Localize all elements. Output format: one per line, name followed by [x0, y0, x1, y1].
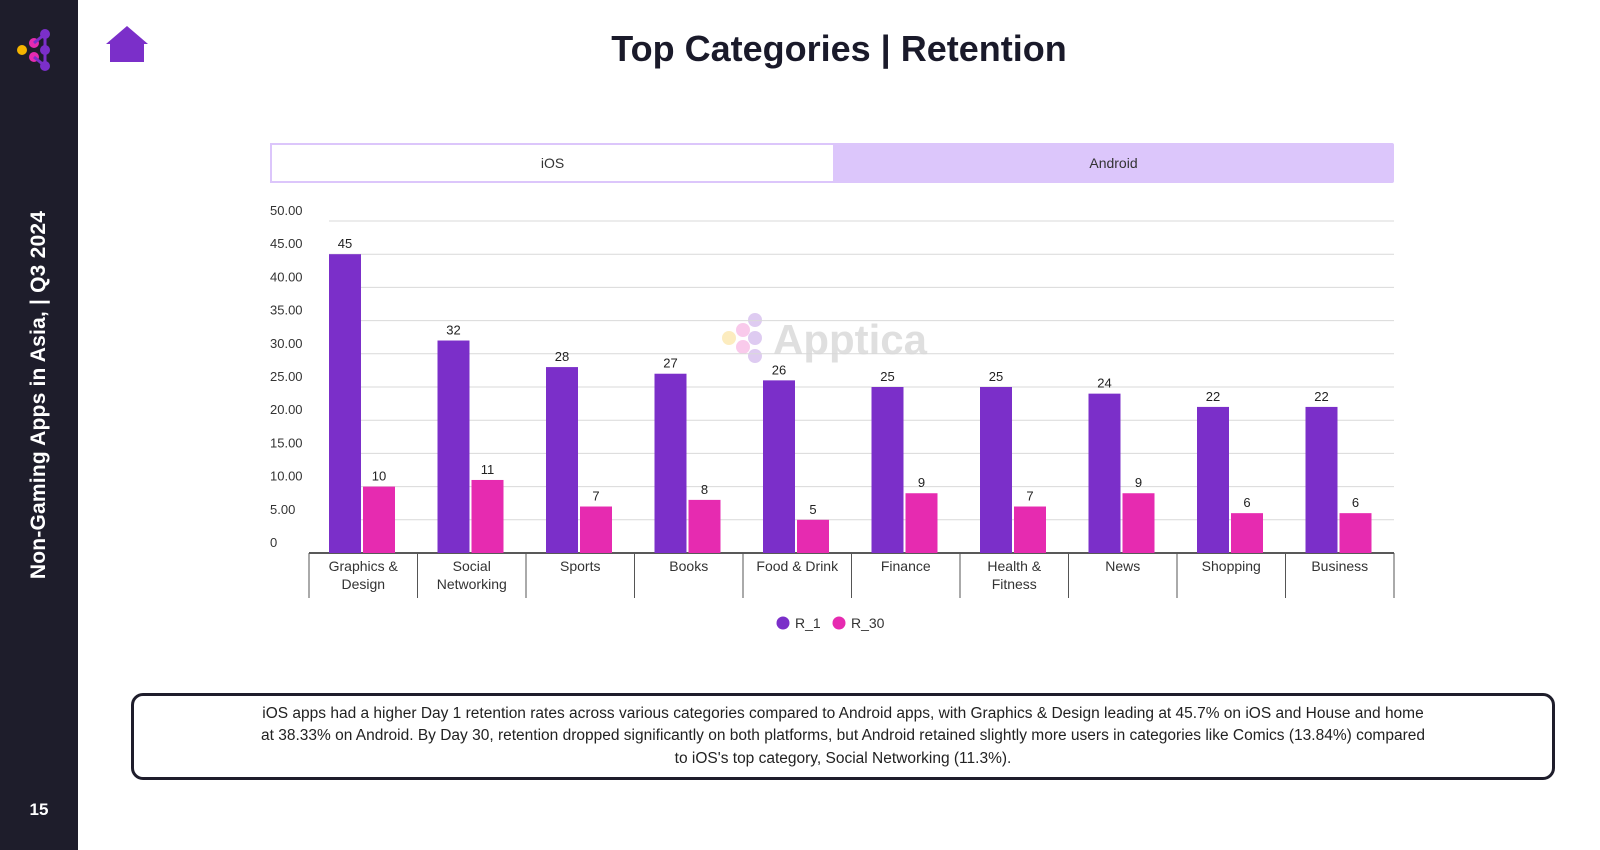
- data-label-r30-2: 11: [481, 462, 495, 477]
- y-tick-label: 30.00: [270, 336, 303, 351]
- data-label-r30-5: 5: [809, 502, 816, 517]
- data-label-r30-10: 6: [1352, 495, 1359, 510]
- data-label-r30-8: 9: [1135, 475, 1142, 490]
- platform-tabs: iOS Android: [270, 143, 1394, 183]
- bar-r1-10: [1305, 406, 1338, 553]
- watermark-text: Apptica: [773, 316, 928, 363]
- bar-r1-9: [1197, 406, 1229, 553]
- bar-r1-1: [329, 254, 361, 553]
- page-number: 15: [29, 800, 49, 819]
- y-tick-label: 45.00: [270, 236, 303, 251]
- category-label: Social: [453, 558, 491, 574]
- y-tick-label: 10.00: [270, 469, 303, 484]
- category-label: Design: [341, 576, 385, 592]
- data-label-r30-4: 8: [701, 482, 708, 497]
- category-label: Books: [669, 558, 708, 574]
- tab-android[interactable]: Android: [1089, 155, 1138, 171]
- category-label: Food & Drink: [756, 558, 839, 574]
- bar-r1-5: [763, 380, 795, 553]
- data-label-r1-9: 22: [1206, 389, 1220, 404]
- tab-ios[interactable]: iOS: [270, 143, 833, 183]
- category-label: Business: [1311, 558, 1368, 574]
- bar-r1-6: [871, 387, 904, 553]
- data-label-r1-3: 28: [555, 349, 569, 364]
- data-label-r1-1: 45: [338, 236, 352, 251]
- home-icon[interactable]: [104, 24, 150, 64]
- y-tick-label: 5.00: [270, 502, 295, 517]
- bar-r1-2: [437, 340, 470, 553]
- bar-r30-1: [363, 486, 395, 553]
- y-tick-label: 25.00: [270, 369, 303, 384]
- bar-r30-8: [1122, 493, 1155, 553]
- data-label-r30-7: 7: [1026, 489, 1033, 504]
- brand-logo-icon: [17, 29, 50, 71]
- bar-r1-8: [1088, 393, 1121, 553]
- data-label-r1-7: 25: [989, 369, 1003, 384]
- bar-r30-2: [471, 479, 504, 553]
- y-tick-label: 35.00: [270, 303, 303, 318]
- category-label: Sports: [560, 558, 600, 574]
- summary-box: iOS apps had a higher Day 1 retention ra…: [131, 693, 1555, 780]
- bar-r30-4: [688, 499, 721, 553]
- bar-r30-5: [797, 519, 829, 553]
- data-label-r30-3: 7: [592, 489, 599, 504]
- category-label: Health &: [987, 558, 1041, 574]
- bar-r1-7: [980, 387, 1012, 553]
- category-label: Graphics &: [329, 558, 399, 574]
- bar-r30-10: [1339, 513, 1372, 553]
- y-tick-label: 40.00: [270, 269, 303, 284]
- category-label: Networking: [437, 576, 507, 592]
- y-tick-label: 0: [270, 535, 277, 550]
- sidebar: Non-Gaming Apps in Asia, | Q3 2024 15: [0, 0, 78, 850]
- summary-text: iOS apps had a higher Day 1 retention ra…: [261, 704, 1425, 767]
- y-tick-label: 15.00: [270, 435, 303, 450]
- legend-marker-r30: [832, 616, 846, 630]
- page-title: Top Categories | Retention: [611, 28, 1067, 69]
- data-label-r1-6: 25: [880, 369, 894, 384]
- category-label: Shopping: [1202, 558, 1261, 574]
- legend-marker-r1: [776, 616, 790, 630]
- y-tick-label: 50.00: [270, 203, 303, 218]
- bar-r30-7: [1014, 506, 1046, 553]
- retention-bar-chart: Apptica 0 5.00 10.00 15.00 20.00 25.00 30.00 35…: [270, 203, 1395, 631]
- category-label: Fitness: [992, 576, 1037, 592]
- y-tick-label: 20.00: [270, 402, 303, 417]
- legend-label: R_30: [851, 615, 885, 631]
- bar-r30-6: [905, 493, 938, 553]
- data-label-r30-1: 10: [372, 469, 386, 484]
- bar-r30-3: [580, 506, 612, 553]
- bar-r30-9: [1231, 513, 1263, 553]
- data-label-r30-6: 9: [918, 475, 925, 490]
- data-label-r1-10: 22: [1314, 389, 1328, 404]
- category-label: Finance: [881, 558, 931, 574]
- data-label-r1-4: 27: [663, 356, 677, 371]
- data-label-r1-2: 32: [446, 323, 460, 338]
- category-label: News: [1105, 558, 1140, 574]
- apptica-watermark: Apptica: [722, 313, 928, 363]
- legend-label: R_1: [795, 615, 821, 631]
- bar-r1-4: [654, 373, 687, 553]
- bar-r1-3: [546, 367, 578, 553]
- data-label-r1-8: 24: [1097, 376, 1111, 391]
- data-label-r30-9: 6: [1243, 495, 1250, 510]
- data-label-r1-5: 26: [772, 362, 786, 377]
